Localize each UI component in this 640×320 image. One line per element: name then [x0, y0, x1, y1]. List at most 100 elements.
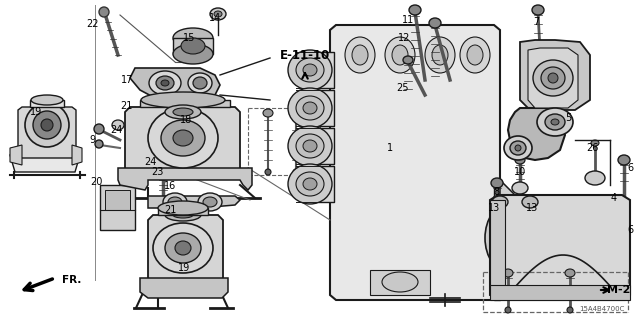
Ellipse shape: [31, 95, 63, 105]
Ellipse shape: [504, 229, 516, 247]
Ellipse shape: [41, 119, 53, 131]
Ellipse shape: [618, 215, 630, 225]
Text: 11: 11: [402, 15, 414, 25]
Ellipse shape: [532, 5, 544, 15]
Polygon shape: [528, 48, 578, 108]
Ellipse shape: [181, 38, 205, 54]
Text: 9: 9: [89, 135, 95, 145]
Polygon shape: [318, 166, 334, 202]
Text: 4: 4: [611, 193, 617, 203]
Ellipse shape: [467, 45, 483, 65]
Ellipse shape: [161, 80, 169, 86]
Ellipse shape: [168, 197, 182, 207]
Ellipse shape: [130, 141, 140, 149]
Ellipse shape: [175, 241, 191, 255]
Text: 13: 13: [488, 203, 500, 213]
Ellipse shape: [288, 88, 332, 128]
Ellipse shape: [585, 171, 605, 185]
Text: 25: 25: [396, 83, 408, 93]
Ellipse shape: [158, 201, 208, 215]
Ellipse shape: [296, 172, 324, 196]
Polygon shape: [520, 40, 590, 110]
Polygon shape: [490, 200, 505, 295]
Ellipse shape: [505, 307, 511, 313]
Polygon shape: [30, 100, 64, 107]
Ellipse shape: [303, 140, 317, 152]
Ellipse shape: [33, 111, 61, 139]
Ellipse shape: [296, 134, 324, 158]
Ellipse shape: [485, 203, 535, 273]
Text: 24: 24: [110, 125, 122, 135]
Polygon shape: [18, 107, 76, 158]
Ellipse shape: [510, 141, 526, 155]
Ellipse shape: [214, 11, 222, 17]
Ellipse shape: [165, 233, 201, 263]
Ellipse shape: [382, 272, 418, 292]
Ellipse shape: [303, 64, 317, 76]
Ellipse shape: [288, 164, 332, 204]
Ellipse shape: [293, 169, 299, 175]
Ellipse shape: [263, 109, 273, 117]
Polygon shape: [125, 107, 240, 173]
Text: 19: 19: [178, 263, 190, 273]
Text: 16: 16: [164, 181, 176, 191]
Ellipse shape: [303, 178, 317, 190]
Ellipse shape: [288, 126, 332, 166]
Ellipse shape: [403, 56, 413, 64]
Text: 21: 21: [164, 205, 176, 215]
Ellipse shape: [153, 223, 213, 273]
Polygon shape: [158, 208, 208, 215]
Polygon shape: [10, 148, 80, 172]
Ellipse shape: [515, 145, 521, 151]
Polygon shape: [500, 180, 520, 295]
Text: 6: 6: [627, 225, 633, 235]
Ellipse shape: [425, 37, 455, 73]
Ellipse shape: [392, 45, 408, 65]
Ellipse shape: [512, 182, 528, 194]
Bar: [100, 185, 135, 230]
Ellipse shape: [565, 269, 575, 277]
Polygon shape: [318, 90, 334, 126]
Ellipse shape: [537, 108, 573, 136]
Ellipse shape: [173, 212, 193, 218]
Ellipse shape: [491, 178, 503, 188]
Text: 23: 23: [151, 167, 163, 177]
Ellipse shape: [173, 108, 193, 116]
Ellipse shape: [296, 58, 324, 82]
Ellipse shape: [149, 71, 181, 95]
Ellipse shape: [515, 156, 525, 164]
Ellipse shape: [551, 119, 559, 125]
Ellipse shape: [210, 8, 226, 20]
Ellipse shape: [163, 193, 187, 211]
Ellipse shape: [291, 109, 301, 117]
Ellipse shape: [203, 197, 217, 207]
Text: 6: 6: [627, 163, 633, 173]
Polygon shape: [318, 52, 334, 88]
Ellipse shape: [541, 67, 565, 89]
Ellipse shape: [618, 155, 630, 165]
Ellipse shape: [198, 193, 222, 211]
Text: 13: 13: [526, 203, 538, 213]
Polygon shape: [148, 196, 240, 208]
Polygon shape: [140, 278, 228, 298]
Ellipse shape: [522, 196, 538, 208]
Text: 7: 7: [533, 17, 539, 27]
Text: 26: 26: [586, 143, 598, 153]
Ellipse shape: [165, 105, 201, 119]
Text: 15: 15: [183, 33, 195, 43]
Text: 24: 24: [144, 157, 156, 167]
Text: 18: 18: [180, 115, 192, 125]
Text: 10: 10: [514, 167, 526, 177]
Ellipse shape: [288, 50, 332, 90]
Ellipse shape: [352, 45, 368, 65]
Text: 8: 8: [493, 187, 499, 197]
Polygon shape: [318, 128, 334, 164]
Polygon shape: [148, 215, 223, 283]
Ellipse shape: [173, 130, 193, 146]
Ellipse shape: [504, 136, 532, 160]
Text: FR.: FR.: [62, 275, 81, 285]
Text: 17: 17: [121, 75, 133, 85]
Polygon shape: [140, 100, 230, 107]
Text: 19: 19: [30, 107, 42, 117]
Polygon shape: [494, 180, 500, 300]
